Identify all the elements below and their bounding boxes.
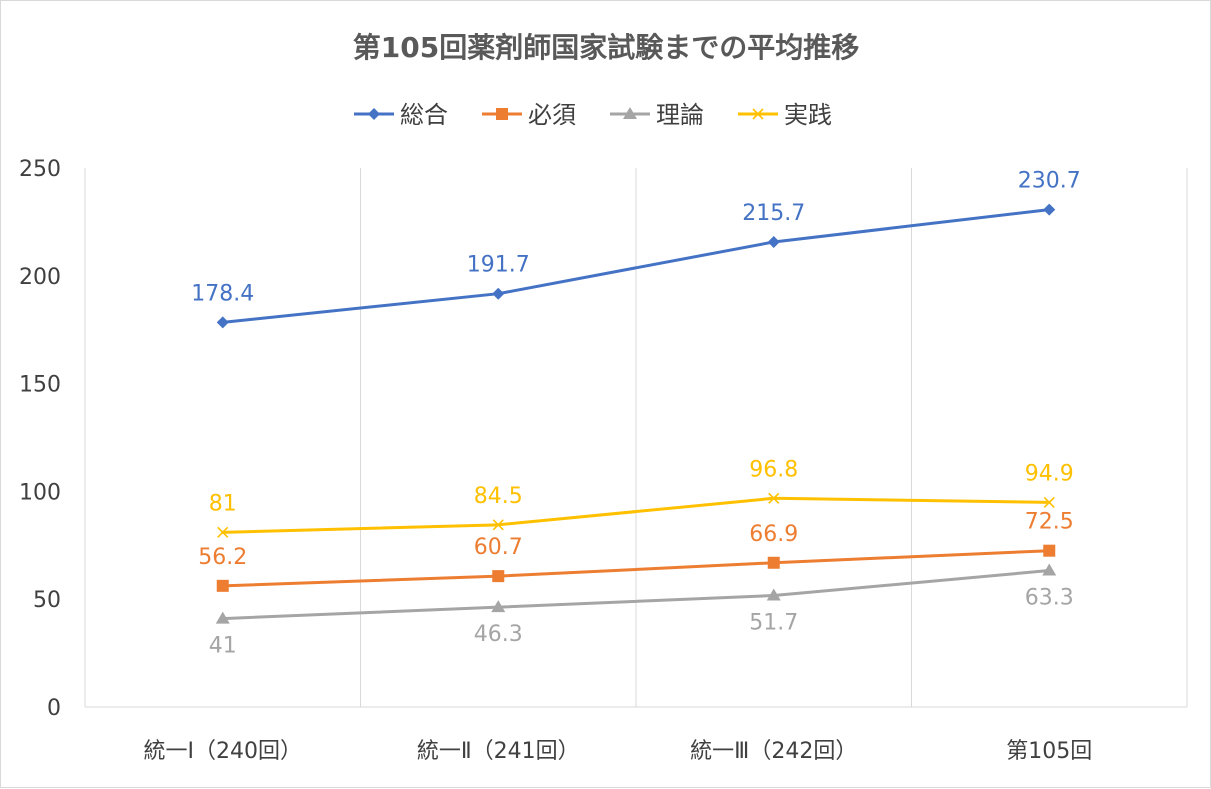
data-label: 94.9	[1025, 461, 1074, 486]
data-label: 66.9	[749, 522, 798, 547]
data-point-marker	[1043, 203, 1056, 216]
data-point-marker	[216, 579, 229, 592]
series-必須: 56.2 60.7 66.9 72.5	[198, 510, 1074, 592]
x-axis: 統一Ⅰ（240回） 統一Ⅱ（241回） 統一Ⅲ（242回） 第105回	[144, 739, 1093, 764]
y-axis: 0 50 100 150 200 250	[19, 157, 61, 721]
y-tick-label: 250	[19, 157, 61, 182]
marker-stroke	[217, 526, 229, 538]
y-tick-label: 200	[19, 265, 61, 290]
series-line	[221, 549, 1051, 588]
data-label: 56.2	[198, 545, 247, 570]
chart-title: 第105回薬剤師国家試験までの平均推移	[353, 31, 859, 64]
data-point-marker	[623, 107, 637, 119]
x-category-label: 統一Ⅰ（240回）	[144, 739, 302, 764]
data-label: 230.7	[1018, 169, 1081, 194]
x-category-label: 第105回	[1006, 739, 1092, 764]
legend-entry: 実践	[738, 101, 832, 129]
data-label: 84.5	[474, 484, 523, 509]
data-label: 46.3	[474, 622, 523, 647]
marker-stroke	[768, 492, 780, 504]
marker-stroke	[752, 108, 764, 120]
y-tick-label: 50	[33, 588, 61, 613]
x-category-label: 統一Ⅲ（242回）	[690, 739, 857, 764]
data-point-marker	[752, 108, 764, 120]
data-point-marker	[216, 316, 229, 329]
series-理論: 41 46.3 51.7 63.3	[209, 563, 1074, 659]
data-point-marker	[492, 519, 504, 531]
data-point-marker	[491, 600, 506, 613]
series-line	[221, 569, 1051, 621]
data-point-marker	[492, 570, 505, 583]
data-point-marker	[767, 556, 780, 569]
data-point-marker	[767, 235, 780, 248]
y-tick-label: 150	[19, 373, 61, 398]
data-point-marker	[368, 108, 380, 120]
legend-label: 総合	[400, 101, 448, 129]
y-tick-label: 100	[19, 480, 61, 505]
legend-entry: 総合	[354, 101, 448, 129]
y-tick-label: 0	[47, 696, 61, 721]
data-point-marker	[492, 287, 505, 300]
data-label: 178.4	[191, 281, 254, 306]
data-label: 41	[209, 634, 237, 659]
marker-stroke	[1043, 496, 1055, 508]
data-point-marker	[1043, 544, 1056, 557]
data-label: 63.3	[1025, 586, 1074, 611]
series-line	[221, 208, 1051, 324]
data-label: 60.7	[474, 535, 523, 560]
legend-label: 必須	[528, 101, 576, 129]
data-point-marker	[1042, 563, 1057, 576]
series-group: 178.4 191.7 215.7 230.7 56.2 60.7 66.9 72.5 41 46…	[191, 169, 1080, 659]
data-point-marker	[1043, 496, 1055, 508]
data-point-marker	[766, 588, 781, 601]
legend-label: 理論	[656, 101, 704, 129]
data-label: 72.5	[1025, 510, 1074, 535]
data-label: 51.7	[749, 611, 798, 636]
data-label: 96.8	[749, 457, 798, 482]
data-point-marker	[215, 611, 230, 624]
data-point-marker	[496, 108, 508, 120]
series-総合: 178.4 191.7 215.7 230.7	[191, 169, 1081, 329]
data-label: 191.7	[467, 253, 530, 278]
series-実践: 81 84.5 96.8 94.9	[209, 457, 1074, 538]
series-line	[221, 496, 1051, 534]
data-point-marker	[217, 526, 229, 538]
legend-entry: 理論	[610, 101, 704, 129]
data-label: 81	[209, 491, 237, 516]
legend: 総合 必須 理論 実践	[354, 101, 832, 129]
marker-stroke	[492, 519, 504, 531]
data-point-marker	[768, 492, 780, 504]
legend-entry: 必須	[482, 101, 576, 129]
gridlines	[84, 168, 1188, 708]
data-label: 215.7	[742, 201, 805, 226]
legend-label: 実践	[784, 101, 832, 129]
x-category-label: 統一Ⅱ（241回）	[417, 739, 580, 764]
